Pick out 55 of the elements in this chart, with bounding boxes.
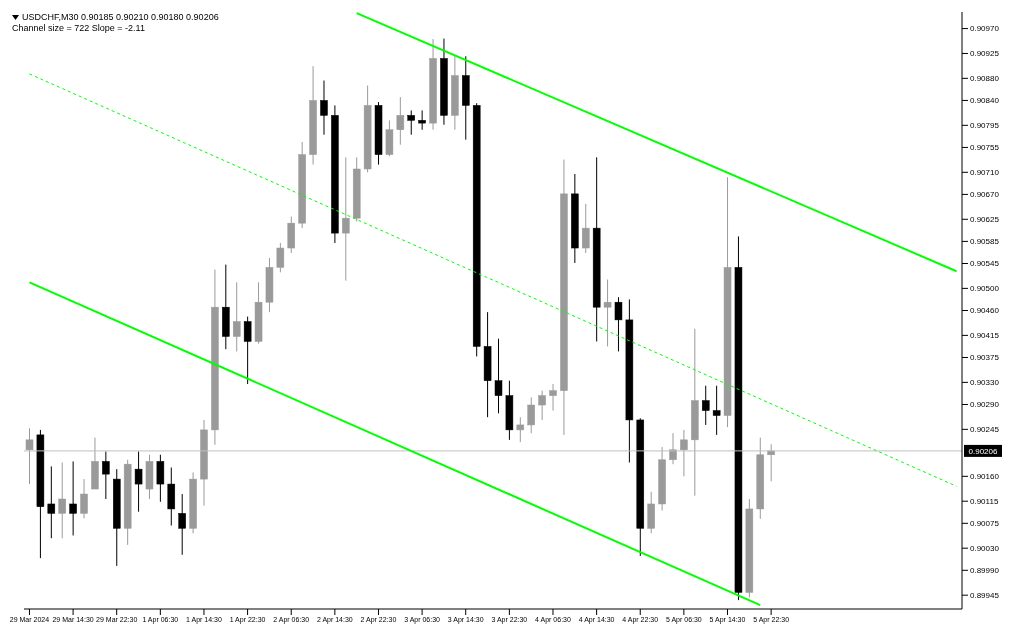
y-tick-label: 0.89945 <box>970 591 1000 601</box>
candlestick <box>342 156 350 282</box>
y-tick-label: 0.90545 <box>970 259 1000 269</box>
y-tick-label: 0.90160 <box>970 472 1000 482</box>
y-tick-label: 0.89990 <box>970 566 1000 576</box>
y-tick-label: 0.90290 <box>970 400 1000 410</box>
y-tick-label: 0.90625 <box>970 215 1000 225</box>
candlestick <box>80 478 88 519</box>
y-tick-label: 0.90115 <box>970 497 999 507</box>
y-tick-label: 0.90375 <box>970 353 1000 363</box>
candlestick <box>276 242 285 273</box>
y-tick-label: 0.90415 <box>970 331 1000 341</box>
y-tick-label: 0.90970 <box>970 24 1000 34</box>
y-tick-label: 0.90880 <box>970 74 1000 84</box>
candlestick <box>614 296 623 352</box>
candlestick <box>243 316 252 385</box>
y-tick-label: 0.90755 <box>970 143 1000 153</box>
candlestick <box>701 385 710 426</box>
candlestick <box>25 427 34 485</box>
candlestick <box>102 450 110 500</box>
y-tick-label: 0.90840 <box>970 96 1000 106</box>
candlestick <box>320 80 328 136</box>
chart-title: USDCHF,M30 0.90185 0.90210 0.90180 0.90206 <box>22 12 219 23</box>
y-tick-label: 0.90330 <box>970 378 1000 388</box>
y-tick-label: 0.90030 <box>970 544 1000 554</box>
candlestick <box>527 396 535 434</box>
y-tick-label: 0.90500 <box>970 284 1000 294</box>
candlestick <box>156 454 165 503</box>
text: Channel size = 722 Slope = -2.11 <box>12 23 146 34</box>
y-tick-label: 0.90795 <box>970 121 1000 131</box>
y-tick-label: 0.90925 <box>970 49 1000 59</box>
candlestick <box>178 493 186 556</box>
y-tick-label: 0.90585 <box>970 237 1000 247</box>
y-tick-label: 0.90670 <box>970 190 1000 200</box>
candlestick <box>582 203 590 254</box>
candlestick <box>538 390 546 421</box>
y-tick-label: 0.90710 <box>970 168 1000 178</box>
ref-line-label: 0.90206 <box>968 446 999 456</box>
candlestick <box>418 109 426 131</box>
candlestick <box>407 109 415 136</box>
candlestick <box>58 462 66 539</box>
candlestick <box>232 281 241 352</box>
candlestick <box>69 460 77 536</box>
candlestick <box>134 450 143 513</box>
candlestick <box>680 429 688 477</box>
y-tick-label: 0.90075 <box>970 519 1000 529</box>
candlestick <box>712 385 721 436</box>
y-tick-label: 0.90460 <box>970 306 1000 316</box>
candlestick <box>603 279 612 347</box>
candlestick <box>396 96 405 146</box>
candlestick <box>494 338 503 414</box>
candlestick <box>549 383 557 412</box>
y-tick-label: 0.90245 <box>970 425 1000 435</box>
candlestick <box>516 416 525 443</box>
candlestick <box>47 465 56 539</box>
